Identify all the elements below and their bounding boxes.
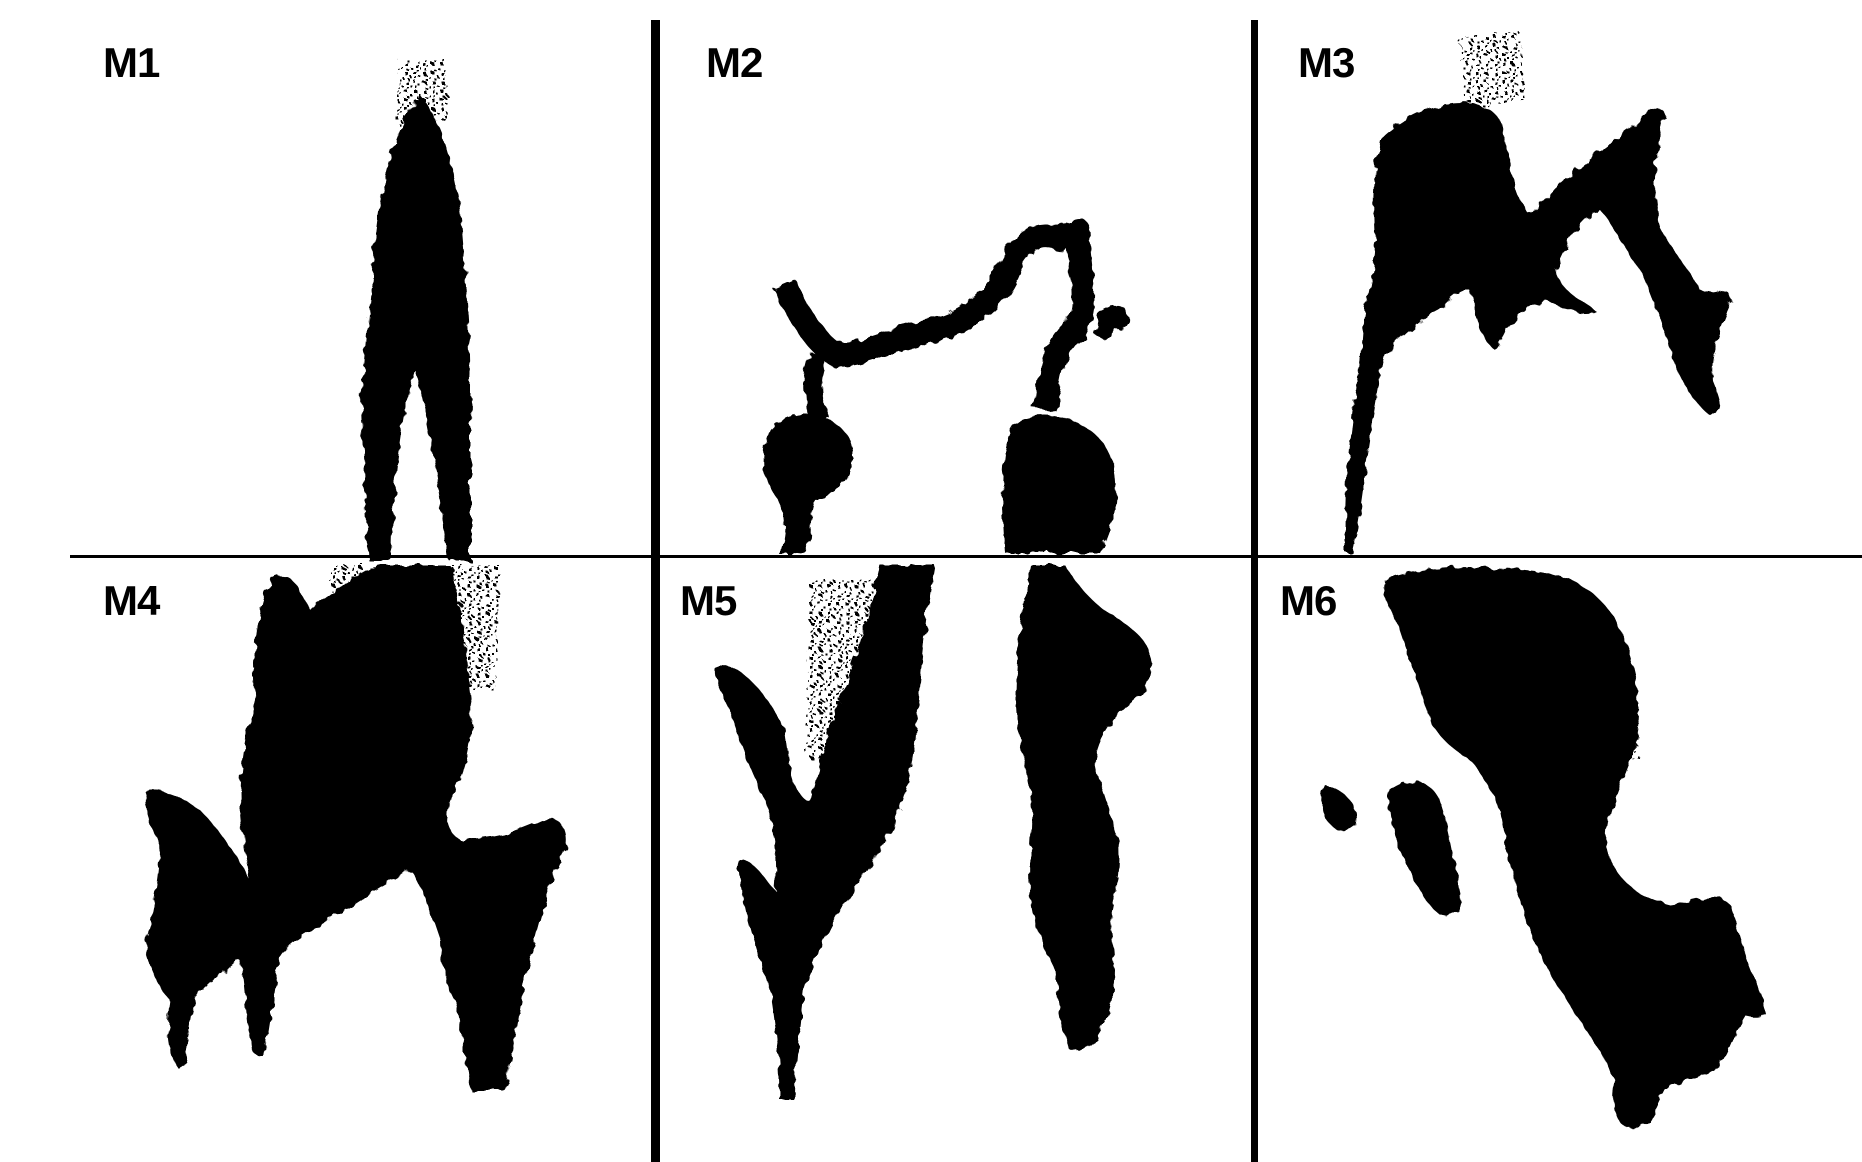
m6-shape: [1383, 567, 1765, 1130]
m1-speckle: [395, 60, 450, 125]
m6-speckle: [1530, 580, 1640, 770]
panel-m4-silhouette: [145, 565, 567, 1090]
panel-m2-silhouette: [763, 218, 1129, 555]
m2-right-body: [1002, 415, 1117, 553]
m5-left-shape: [715, 565, 935, 1100]
panel-label-m5: M5: [680, 577, 737, 624]
m5-right-shape: [1015, 565, 1152, 1053]
panel-label-m6: M6: [1280, 577, 1337, 624]
m2-right-arm: [1095, 304, 1129, 337]
panel-m5-silhouette: [715, 565, 1152, 1100]
panel-label-m1: M1: [103, 39, 160, 86]
panel-m1-silhouette: [361, 60, 471, 560]
panel-label-m4: M4: [103, 577, 160, 624]
m2-stem: [804, 351, 829, 424]
m2-shape: [773, 218, 1096, 412]
m6-small-blob: [1321, 785, 1356, 831]
panel-m6-silhouette: [1321, 567, 1765, 1130]
panel-label-m2: M2: [706, 39, 763, 86]
panel-label-m3: M3: [1298, 39, 1355, 86]
m3-speckle: [1460, 30, 1525, 110]
m1-shape: [361, 95, 471, 560]
m6-left-arm: [1388, 781, 1462, 917]
m3-shape: [1345, 102, 1732, 552]
vertical-divider-left: [651, 20, 660, 1162]
m5-left-speckle: [805, 580, 880, 760]
m4-shape: [145, 565, 567, 1090]
m4-speckle: [330, 565, 500, 690]
panel-m3-silhouette: [1345, 30, 1732, 552]
m2-left-loop: [763, 413, 854, 555]
horizontal-divider: [70, 555, 1862, 558]
vertical-divider-right: [1251, 20, 1258, 1162]
